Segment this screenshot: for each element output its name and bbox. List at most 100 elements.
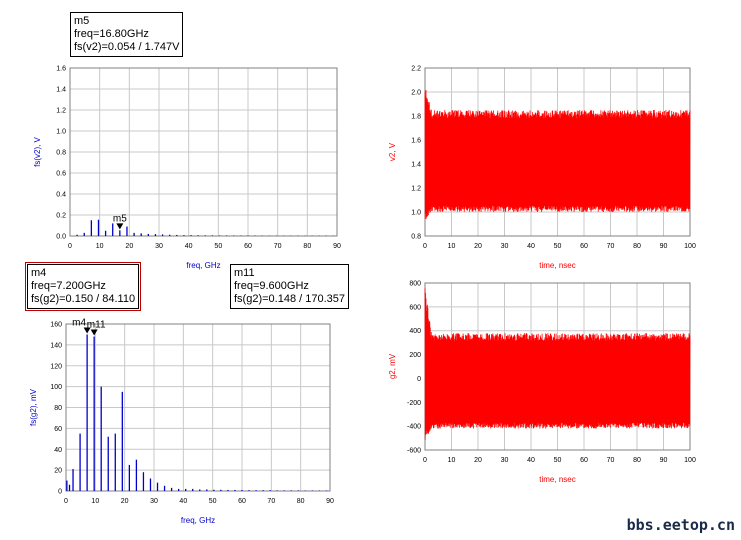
x-tick-label: 80	[633, 457, 641, 464]
x-axis-label: freq, GHz	[186, 261, 220, 270]
x-tick-label: 70	[607, 457, 615, 464]
x-tick-label: 70	[607, 243, 615, 250]
marker-m11-freq: freq=9.600GHz	[234, 280, 309, 292]
marker-m11-value: fs(g2)=0.148 / 170.357	[234, 293, 345, 305]
marker-m11-label: m11	[87, 320, 106, 331]
y-tick-label: 400	[409, 328, 421, 335]
x-tick-label: 10	[91, 498, 99, 505]
x-tick-label: 90	[660, 243, 668, 250]
y-tick-label: 60	[54, 426, 62, 433]
x-axis-label: freq, GHz	[181, 516, 215, 525]
x-tick-label: 0	[64, 498, 68, 505]
chart-g2_time: 0 10 20 30 40 50 60 70 80 90 100 -600 -400 -200 0 200 40…	[388, 281, 696, 485]
marker-m4-triangle	[83, 327, 91, 334]
marker-m4-label: m4	[72, 317, 86, 328]
y-tick-label: 600	[409, 304, 421, 311]
x-tick-label: 100	[684, 243, 696, 250]
x-tick-label: 10	[96, 243, 104, 250]
y-tick-label: 120	[50, 363, 62, 370]
chart-fs_g2: 0 10 20 30 40 50 60 70 80 90 0 20 40 60 80 100 120 140 160…	[29, 317, 334, 525]
x-tick-label: 50	[554, 243, 562, 250]
y-tick-label: 1.4	[56, 87, 66, 94]
y-tick-label: 0.8	[56, 150, 66, 157]
y-tick-label: -200	[407, 400, 421, 407]
marker-m5-label: m5	[113, 213, 127, 224]
x-tick-label: 50	[214, 243, 222, 250]
x-tick-label: 30	[150, 498, 158, 505]
plot-frame	[65, 323, 331, 492]
marker-m11-triangle	[90, 329, 98, 336]
y-tick-label: 2.0	[411, 90, 421, 97]
x-axis-label: time, nsec	[539, 475, 575, 484]
y-tick-label: 1.8	[411, 114, 421, 121]
marker-m11-readout[interactable]: m11 freq=9.600GHz fs(g2)=0.148 / 170.357	[230, 264, 349, 309]
y-tick-label: 1.2	[56, 108, 66, 115]
plot-frame	[69, 67, 338, 237]
chart-v2_time: 0 10 20 30 40 50 60 70 80 90 100 0.8 1.0 1.2 1.4 1.6 1.8…	[388, 66, 696, 271]
y-axis-label: fs(g2), mV	[29, 388, 38, 426]
marker-m5-triangle	[116, 223, 124, 230]
x-tick-label: 80	[633, 243, 641, 250]
x-tick-label: 70	[267, 498, 275, 505]
x-tick-label: 10	[448, 457, 456, 464]
marker-m4-value: fs(g2)=0.150 / 84.110	[31, 293, 136, 305]
y-tick-label: 0.2	[56, 213, 66, 220]
marker-m5-readout[interactable]: m5 freq=16.80GHz fs(v2)=0.054 / 1.747V	[70, 12, 184, 57]
y-tick-label: 140	[50, 342, 62, 349]
x-axis-label: time, nsec	[539, 261, 575, 270]
y-tick-label: 1.0	[411, 210, 421, 217]
x-tick-label: 40	[179, 498, 187, 505]
waveform-line	[424, 288, 691, 440]
marker-m4-name: m4	[31, 267, 47, 279]
x-tick-label: 40	[527, 457, 535, 464]
marker-m5-name: m5	[74, 15, 90, 27]
y-tick-label: 2.2	[411, 66, 421, 73]
y-tick-label: 0	[417, 376, 421, 383]
marker-m4-readout[interactable]: m4 freq=7.200GHz fs(g2)=0.150 / 84.110	[24, 262, 142, 311]
x-tick-label: 40	[185, 243, 193, 250]
y-tick-label: 0.4	[56, 192, 66, 199]
y-tick-label: 1.4	[411, 162, 421, 169]
y-tick-label: -400	[407, 424, 421, 431]
y-tick-label: 100	[50, 384, 62, 391]
x-tick-label: 30	[501, 243, 509, 250]
y-tick-label: 0.8	[411, 234, 421, 241]
x-tick-label: 50	[209, 498, 217, 505]
x-tick-label: 10	[448, 243, 456, 250]
y-tick-label: 200	[409, 352, 421, 359]
marker-m11-name: m11	[234, 267, 255, 279]
x-tick-label: 20	[125, 243, 133, 250]
y-tick-label: 40	[54, 447, 62, 454]
x-tick-label: 60	[580, 243, 588, 250]
x-tick-label: 30	[155, 243, 163, 250]
marker-m4-freq: freq=7.200GHz	[31, 280, 106, 292]
y-tick-label: 1.6	[56, 66, 66, 73]
x-tick-label: 80	[297, 498, 305, 505]
x-tick-label: 0	[423, 457, 427, 464]
x-tick-label: 20	[474, 457, 482, 464]
y-tick-label: 0	[58, 489, 62, 496]
x-tick-label: 90	[660, 457, 668, 464]
x-tick-label: 80	[303, 243, 311, 250]
y-tick-label: 1.6	[411, 138, 421, 145]
x-tick-label: 50	[554, 457, 562, 464]
y-axis-label: fs(v2), V	[33, 136, 42, 166]
marker-m5-freq: freq=16.80GHz	[74, 28, 149, 40]
y-tick-label: 80	[54, 405, 62, 412]
x-tick-label: 60	[580, 457, 588, 464]
y-tick-label: 0.0	[56, 234, 66, 241]
x-tick-label: 90	[333, 243, 341, 250]
y-tick-label: 1.2	[411, 186, 421, 193]
x-tick-label: 70	[274, 243, 282, 250]
x-tick-label: 20	[474, 243, 482, 250]
y-tick-label: 800	[409, 281, 421, 288]
y-tick-label: 1.0	[56, 129, 66, 136]
waveform-line	[424, 89, 691, 219]
x-tick-label: 0	[68, 243, 72, 250]
watermark: bbs.eetop.cn	[626, 516, 735, 534]
x-tick-label: 20	[121, 498, 129, 505]
y-tick-label: -600	[407, 448, 421, 455]
y-tick-label: 20	[54, 468, 62, 475]
chart-fs_v2: 0 10 20 30 40 50 60 70 80 90 0.0 0.2 0.4 0.6 0.8 1.0 1.2…	[33, 66, 341, 271]
